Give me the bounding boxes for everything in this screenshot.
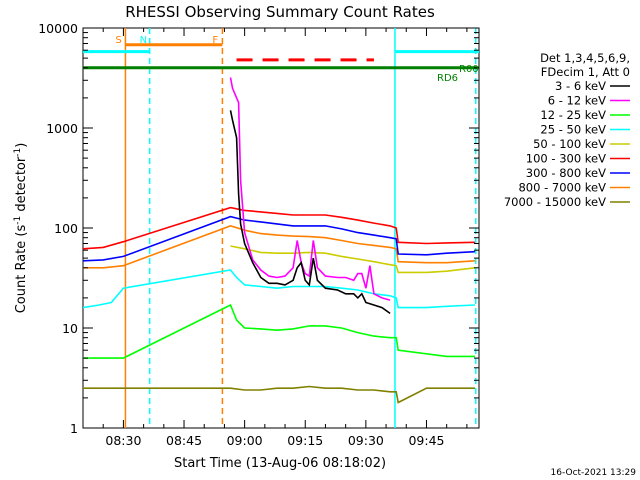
series-line-3 [83, 269, 476, 309]
annotation-r00: R00 [459, 64, 479, 75]
annotation-rd6: RD6 [437, 73, 458, 84]
y-label-sup-2: -1 [13, 148, 23, 157]
x-tick-label-1: 08:45 [166, 433, 202, 448]
series-line-0 [229, 110, 391, 315]
legend-label-1: 6 - 12 keV [548, 94, 606, 108]
x-tick-label-5: 09:45 [408, 433, 444, 448]
legend-label-8: 7000 - 15000 keV [504, 195, 606, 209]
legend-header-line-1: Det 1,3,4,5,6,9, [540, 51, 630, 65]
x-tick-label-3: 09:15 [287, 433, 323, 448]
series-layer [83, 28, 479, 428]
series-line-1 [229, 77, 391, 301]
x-axis-ticks: 08:30 08:45 09:00 09:15 09:30 09:45 [102, 28, 468, 448]
y-label-sup-1: -1 [13, 216, 23, 225]
y-axis-ticks: 1 10 100 1000 10000 [38, 21, 479, 436]
legend-label-5: 100 - 300 keV [526, 152, 606, 166]
legend-label-6: 300 - 800 keV [526, 166, 606, 180]
legend-label-2: 12 - 25 keV [540, 108, 606, 122]
series-line-4 [230, 245, 476, 274]
series-line-2 [83, 303, 475, 359]
x-tick-label-0: 08:30 [105, 433, 141, 448]
plot-frame [82, 27, 480, 429]
y-label-part-1: Count Rate (s [14, 225, 29, 314]
y-label-part-2: detector [14, 156, 29, 216]
y-axis-label: Count Rate (s-1 detector-1) [13, 143, 29, 314]
x-tick-label-2: 09:00 [227, 433, 263, 448]
y-label-part-3: ) [14, 143, 29, 148]
vertical-marker-label-2: F [212, 35, 218, 46]
vertical-marker-label-1: N [140, 35, 147, 46]
series-line-6 [83, 215, 476, 262]
series-line-5 [83, 206, 476, 250]
y-tick-label-1: 10 [62, 321, 78, 336]
legend-header-line-2: FDecim 1, Att 0 [541, 65, 630, 79]
chart-title: RHESSI Observing Summary Count Rates [125, 3, 435, 21]
x-axis-label: Start Time (13-Aug-06 08:18:02) [174, 456, 386, 471]
plot-area [83, 28, 479, 428]
footer-date: 16-Oct-2021 13:29 [551, 468, 637, 478]
vertical-marker-label-0: S [115, 35, 121, 46]
series-line-8 [83, 385, 475, 404]
y-tick-label-0: 1 [70, 421, 78, 436]
legend-label-7: 800 - 7000 keV [518, 181, 606, 195]
y-tick-label-4: 10000 [38, 21, 78, 36]
legend-label-4: 50 - 100 keV [533, 137, 606, 151]
y-tick-label-2: 100 [54, 221, 78, 236]
legend: Det 1,3,4,5,6,9, FDecim 1, Att 0 3 - 6 k… [504, 51, 630, 209]
y-tick-label-3: 1000 [46, 121, 78, 136]
series-line-7 [83, 225, 476, 269]
legend-label-3: 25 - 50 keV [540, 123, 606, 137]
legend-label-0: 3 - 6 keV [555, 79, 606, 93]
x-tick-label-4: 09:30 [348, 433, 384, 448]
